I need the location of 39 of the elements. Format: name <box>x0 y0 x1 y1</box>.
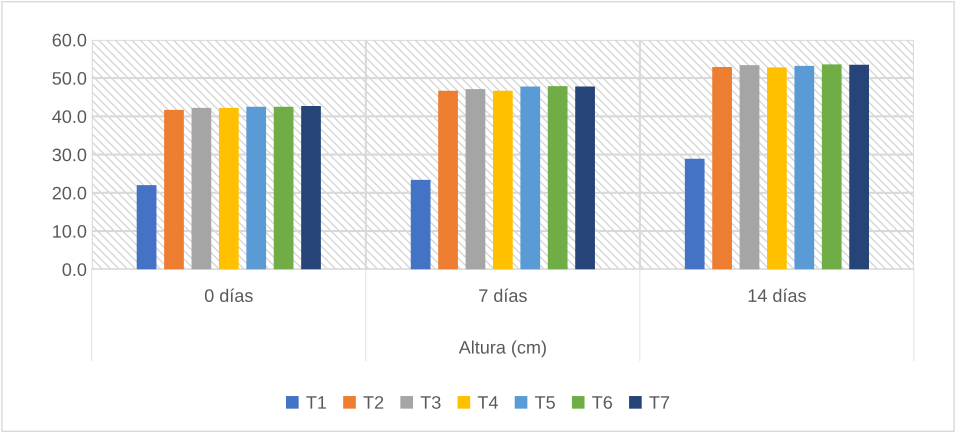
x-tick-label: 14 días <box>748 288 806 302</box>
y-tick-label: 40.0 <box>52 110 86 124</box>
bar <box>246 106 266 270</box>
bar <box>849 64 869 270</box>
y-tick-label: 0.0 <box>62 263 86 276</box>
y-tick-label: 50.0 <box>52 72 86 85</box>
bar <box>740 65 760 270</box>
bar <box>218 108 239 270</box>
legend-label: T5 <box>534 396 555 409</box>
y-tick-label: 60.0 <box>52 34 86 47</box>
bar <box>492 90 513 270</box>
bar <box>548 86 568 270</box>
legend-label: T3 <box>420 396 440 409</box>
bar <box>192 108 212 270</box>
bar <box>712 66 732 270</box>
bar <box>466 89 486 270</box>
bar <box>438 90 458 270</box>
bar <box>301 106 321 270</box>
y-tick-label: 20.0 <box>52 186 86 200</box>
x-tick-label: 7 días <box>479 288 527 302</box>
x-tick-label: 0 días <box>204 288 253 302</box>
bar <box>822 64 842 270</box>
legend-label: T6 <box>592 396 612 409</box>
legend-label: T2 <box>363 396 384 409</box>
bar <box>684 158 705 270</box>
bar <box>767 67 787 270</box>
bar <box>410 180 431 270</box>
x-axis-title: Altura (cm) <box>458 340 546 358</box>
y-tick-label: 10.0 <box>53 225 86 238</box>
legend-label: T4 <box>478 396 498 409</box>
bar <box>794 66 814 270</box>
y-tick-label: 30.0 <box>52 148 86 162</box>
bar <box>164 110 184 270</box>
bar <box>575 86 595 270</box>
bar <box>274 106 294 270</box>
bar <box>136 185 156 270</box>
legend-label: T1 <box>306 396 326 409</box>
legend-label: T7 <box>649 396 670 409</box>
bar <box>520 86 540 270</box>
